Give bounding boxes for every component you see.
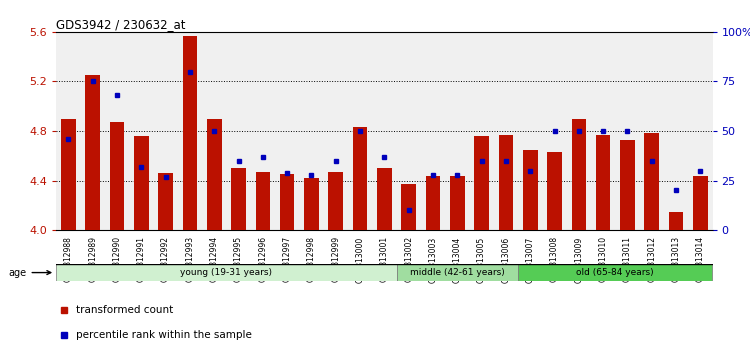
Bar xyxy=(207,119,221,230)
Text: percentile rank within the sample: percentile rank within the sample xyxy=(76,330,252,339)
Bar xyxy=(397,264,518,281)
Bar xyxy=(474,136,489,230)
Bar xyxy=(280,174,295,230)
Bar xyxy=(328,172,343,230)
Bar xyxy=(256,172,270,230)
Bar xyxy=(548,152,562,230)
Bar xyxy=(499,135,513,230)
Text: young (19-31 years): young (19-31 years) xyxy=(181,268,272,277)
Bar xyxy=(620,139,634,230)
Bar xyxy=(426,176,440,230)
Bar xyxy=(231,168,246,230)
Bar xyxy=(572,119,586,230)
Bar xyxy=(401,184,416,230)
Text: GDS3942 / 230632_at: GDS3942 / 230632_at xyxy=(56,18,186,31)
Bar xyxy=(61,119,76,230)
Bar xyxy=(110,122,125,230)
Text: transformed count: transformed count xyxy=(76,305,173,315)
Bar xyxy=(158,173,173,230)
Bar xyxy=(669,211,683,230)
Bar xyxy=(693,176,708,230)
Bar xyxy=(518,264,712,281)
Bar xyxy=(523,149,538,230)
Bar xyxy=(450,176,464,230)
Bar xyxy=(183,35,197,230)
Bar xyxy=(86,75,100,230)
Text: middle (42-61 years): middle (42-61 years) xyxy=(410,268,505,277)
Bar xyxy=(352,127,368,230)
Text: age: age xyxy=(8,268,51,278)
Bar xyxy=(644,133,659,230)
Text: old (65-84 years): old (65-84 years) xyxy=(577,268,654,277)
Bar xyxy=(134,136,148,230)
Bar xyxy=(56,264,397,281)
Bar xyxy=(304,178,319,230)
Bar xyxy=(596,135,610,230)
Bar xyxy=(377,168,392,230)
